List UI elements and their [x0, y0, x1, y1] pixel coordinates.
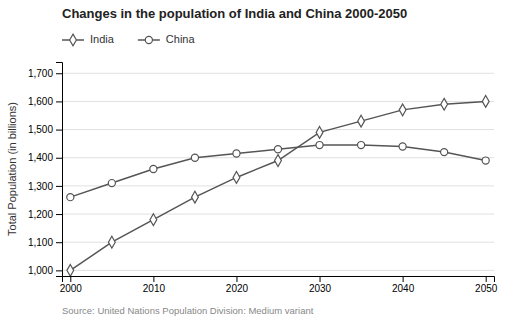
- chart: 2000201020202030204020501,0001,1001,2001…: [0, 0, 512, 320]
- y-tick: 1,300: [28, 181, 62, 192]
- y-tick-mark: [56, 158, 62, 159]
- x-tick-mark: [153, 276, 154, 282]
- series-point: [191, 154, 198, 161]
- x-tick-label: 2000: [60, 283, 83, 294]
- series-point: [67, 264, 74, 276]
- x-tick: 2020: [226, 276, 249, 294]
- y-axis-title: Total Population (in billions): [6, 102, 18, 236]
- series-point: [358, 115, 365, 127]
- grid-line: [62, 242, 494, 243]
- y-tick-mark: [56, 270, 62, 271]
- marks: [67, 96, 490, 276]
- y-tick: 1,100: [28, 237, 62, 248]
- x-tick-label: 2030: [309, 283, 332, 294]
- legend-label: India: [90, 33, 115, 45]
- y-tick-mark: [56, 101, 62, 102]
- grid-line: [62, 270, 494, 271]
- y-axis-line: [56, 63, 63, 277]
- x-axis-line: [63, 277, 495, 283]
- y-tick-mark: [56, 214, 62, 215]
- y-tick: 1,500: [28, 124, 62, 135]
- y-tick: 1,400: [28, 152, 62, 163]
- series-point: [316, 127, 323, 139]
- x-tick: 2000: [60, 276, 83, 294]
- annotation: Source: United Nations Population Divisi…: [62, 305, 314, 316]
- x-tick-mark: [486, 276, 487, 282]
- series-point: [150, 165, 157, 172]
- legend-symbol: [70, 34, 77, 46]
- x-tick-mark: [403, 276, 404, 282]
- grid-line: [62, 214, 494, 215]
- series-point: [275, 155, 282, 167]
- series-point: [150, 214, 157, 226]
- series-point: [192, 191, 199, 203]
- series-point: [482, 157, 489, 164]
- x-axis: 2000 2010 2020 2030 2040 2050: [60, 276, 498, 294]
- x-tick-label: 2050: [475, 283, 498, 294]
- series-point: [274, 146, 281, 153]
- x-tick: 2050: [475, 276, 498, 294]
- series-point: [233, 150, 240, 157]
- series-point: [233, 172, 240, 184]
- series-point: [399, 143, 406, 150]
- x-tick-label: 2040: [392, 283, 415, 294]
- grid-line: [62, 129, 494, 130]
- y-tick-label: 1,700: [28, 68, 53, 79]
- y-tick-label: 1,000: [28, 265, 53, 276]
- y-tick-mark: [56, 130, 62, 131]
- y-tick-label: 1,100: [28, 237, 53, 248]
- legend-item: China: [138, 33, 196, 45]
- series-point: [67, 194, 74, 201]
- x-tick: 2030: [309, 276, 332, 294]
- legend-symbol: [145, 36, 152, 43]
- y-tick-mark: [56, 242, 62, 243]
- y-tick-label: 1,300: [28, 181, 53, 192]
- y-tick-mark: [56, 186, 62, 187]
- y-tick-label: 1,400: [28, 152, 53, 163]
- series-point: [399, 104, 406, 116]
- series-point: [316, 141, 323, 148]
- legend-label: China: [166, 33, 196, 45]
- y-tick-label: 1,200: [28, 209, 53, 220]
- y-tick: 1,700: [28, 68, 62, 79]
- series-point: [108, 180, 115, 187]
- grid: [62, 73, 494, 270]
- y-tick: 1,000: [28, 265, 62, 276]
- y-axis: 1,000 1,100 1,200 1,300 1,400 1,500 1,600 1,700: [28, 63, 63, 277]
- x-tick: 2040: [392, 276, 415, 294]
- grid-line: [62, 101, 494, 102]
- y-tick: 1,600: [28, 96, 62, 107]
- x-tick-mark: [320, 276, 321, 282]
- series-line: [70, 145, 485, 197]
- plot-area: 2000201020202030204020501,0001,1001,2001…: [28, 63, 498, 295]
- grid-line: [62, 73, 494, 74]
- y-tick-label: 1,600: [28, 96, 53, 107]
- series-point: [482, 96, 489, 108]
- series-point: [358, 141, 365, 148]
- x-tick-label: 2020: [226, 283, 249, 294]
- grid-line: [62, 185, 494, 186]
- legend: India China: [62, 33, 195, 46]
- y-tick-mark: [56, 73, 62, 74]
- y-tick: 1,200: [28, 209, 62, 220]
- x-tick-label: 2010: [143, 283, 166, 294]
- series-point: [108, 236, 115, 248]
- x-tick-mark: [70, 276, 71, 282]
- series-point: [441, 98, 448, 110]
- legend-item: India: [62, 33, 115, 46]
- y-tick-label: 1,500: [28, 124, 53, 135]
- x-tick-mark: [236, 276, 237, 282]
- series-point: [441, 149, 448, 156]
- series-line: [70, 101, 485, 270]
- x-tick: 2010: [143, 276, 166, 294]
- title: Changes in the population of India and C…: [62, 6, 407, 21]
